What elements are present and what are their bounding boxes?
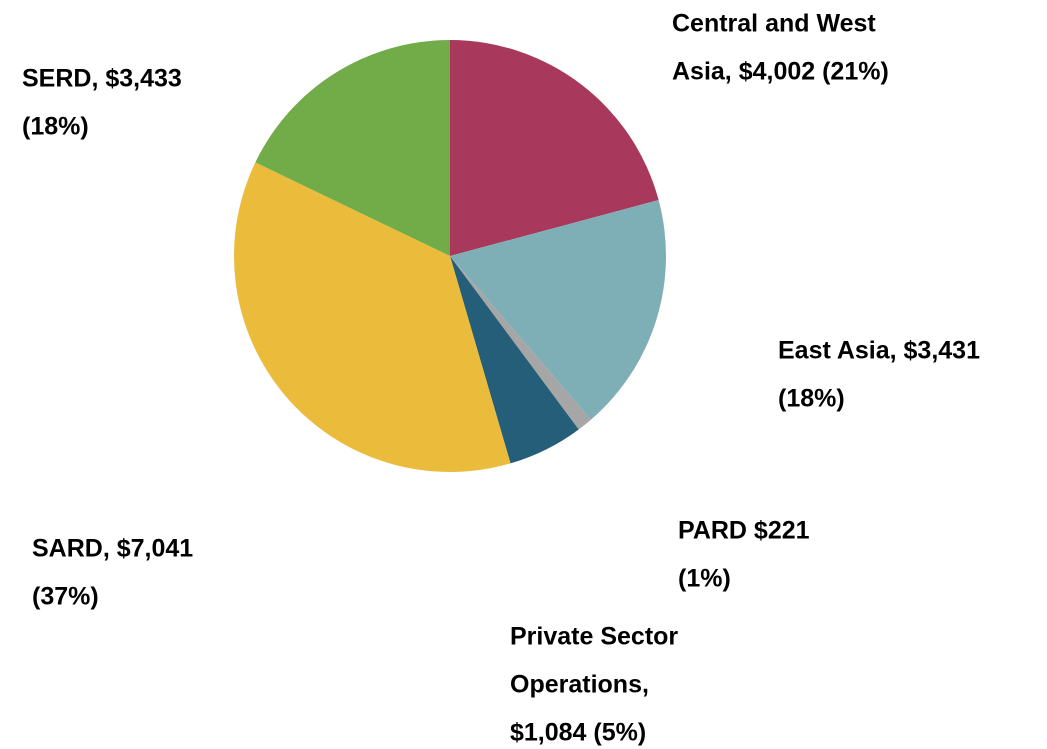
slice-label: PARD $221 [678, 517, 810, 545]
pie-slice [450, 40, 659, 256]
slice-label: SARD, $7,041 [32, 535, 193, 563]
slice-label: (1%) [678, 565, 731, 593]
slice-label: (18%) [22, 113, 89, 141]
slice-label: SERD, $3,433 [22, 65, 182, 93]
pie-slice [234, 162, 511, 472]
slice-label: (37%) [32, 583, 99, 611]
slice-label: (18%) [778, 385, 845, 413]
slice-label: East Asia, $3,431 [778, 337, 980, 365]
slice-label: Private Sector [510, 623, 678, 651]
pie-slice [450, 256, 579, 464]
slice-label: Asia, $4,002 (21%) [672, 58, 889, 86]
pie-slice [450, 200, 667, 420]
pie-slice [450, 256, 591, 430]
slice-label: $1,084 (5%) [510, 719, 646, 747]
slice-label: Central and West [672, 10, 876, 38]
slice-label: Operations, [510, 671, 649, 699]
pie-slice [255, 40, 450, 256]
